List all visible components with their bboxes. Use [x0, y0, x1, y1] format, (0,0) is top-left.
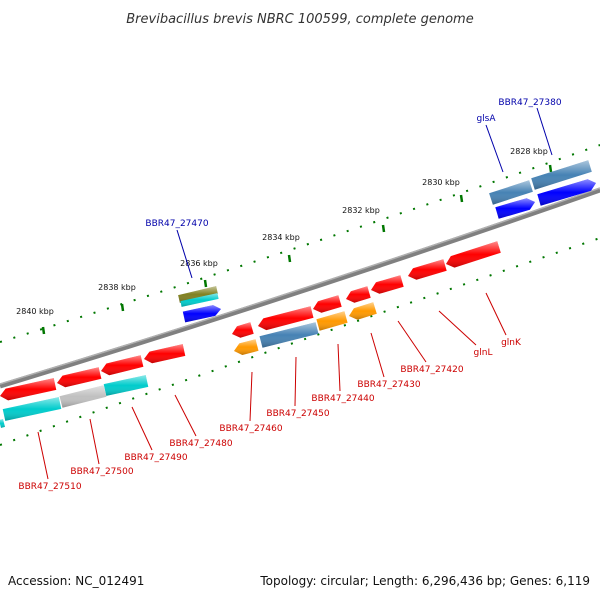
- topology-text: Topology: circular; Length: 6,296,436 bp…: [259, 574, 590, 588]
- gene-glnL: [408, 259, 447, 280]
- major-tick: [287, 254, 292, 263]
- gene-glsA: [489, 180, 533, 205]
- tick-label: 2836 kbp: [180, 259, 218, 268]
- label-leader-line: [131, 406, 153, 451]
- major-tick: [381, 224, 386, 233]
- gene-label: BBR47_27440: [311, 394, 374, 404]
- gene-steelblue-27450: [259, 322, 319, 348]
- gene-red-27450: [258, 306, 314, 331]
- gene-cyan-27490: [103, 375, 149, 396]
- tick-label: 2838 kbp: [98, 283, 136, 292]
- gene-label: BBR47_27470: [145, 219, 208, 229]
- genes: [0, 160, 596, 428]
- major-tick: [120, 303, 125, 312]
- gene-cyan-27510: [2, 397, 62, 421]
- gene-label: BBR47_27450: [266, 409, 329, 419]
- gene-label: glnL: [474, 348, 493, 358]
- gene-red-27430: [346, 286, 371, 303]
- label-leader-line: [89, 418, 100, 465]
- gene-label: BBR47_27490: [124, 453, 187, 463]
- gene-grey-27500: [59, 385, 107, 408]
- genome-backbone-highlight: [0, 187, 600, 385]
- gene-red-27440: [313, 295, 342, 313]
- gene-orange-27430: [349, 302, 377, 320]
- genome-backbone: [0, 187, 600, 389]
- label-leader-line: [174, 394, 197, 437]
- gene-orange-27460: [234, 339, 259, 355]
- major-tick: [203, 279, 208, 288]
- gene-BBR47_27380: [531, 160, 592, 190]
- gene-red-27480: [144, 344, 186, 364]
- label-leader-line: [397, 320, 427, 363]
- gene-blue-1: [495, 198, 535, 219]
- gene-label: BBR47_27430: [357, 380, 420, 390]
- tick-label: 2832 kbp: [342, 206, 380, 215]
- label-leader-line: [176, 229, 193, 279]
- accession-text: Accession: NC_012491: [8, 574, 144, 588]
- gene-label: BBR47_27460: [219, 424, 282, 434]
- tick-marks: 2828 kbp 2830 kbp 2832 kbp 2834 kbp 2836 kbp…: [16, 147, 553, 335]
- label-leader-line: [249, 371, 253, 422]
- gene-blue-2: [537, 179, 596, 206]
- major-tick: [548, 164, 553, 173]
- label-leader-line: [485, 124, 504, 173]
- gene-BBR47_27420: [371, 275, 404, 294]
- label-leader-line: [438, 310, 477, 346]
- gene-label: glsA: [476, 114, 496, 124]
- label-leader-line: [37, 431, 49, 480]
- label-leader-line: [536, 107, 553, 156]
- tick-label: 2840 kbp: [16, 307, 54, 316]
- gene-red-27460: [232, 322, 254, 338]
- major-tick: [41, 326, 46, 335]
- gene-label: BBR47_27510: [18, 482, 81, 492]
- gene-label: glnK: [501, 338, 522, 348]
- gene-label: BBR47_27500: [70, 467, 133, 477]
- map-title: Brevibacillus brevis NBRC 100599, comple…: [126, 12, 473, 27]
- gene-BBR47_27470-a: [178, 286, 218, 303]
- gene-red-27510: [0, 378, 57, 401]
- gene-label: BBR47_27480: [169, 439, 232, 449]
- gene-red-27490: [101, 355, 144, 376]
- gene-red-27500: [57, 367, 102, 388]
- gene-cyan-edge: [0, 419, 5, 428]
- label-leader-line: [370, 332, 385, 378]
- gene-BBR47_27470-c: [182, 305, 221, 323]
- gene-label: BBR47_27380: [498, 98, 561, 108]
- major-tick: [459, 194, 464, 203]
- label-leader-line: [294, 356, 297, 407]
- gene-label: BBR47_27420: [400, 365, 463, 375]
- tick-label: 2830 kbp: [422, 178, 460, 187]
- tick-label: 2834 kbp: [262, 233, 300, 242]
- label-leader-line: [485, 292, 507, 336]
- tick-label: 2828 kbp: [510, 147, 548, 156]
- gene-glnK: [446, 241, 501, 268]
- gene-BBR47_27470-b: [180, 293, 219, 307]
- label-leader-line: [337, 343, 341, 392]
- gene-orange-27440: [316, 311, 348, 331]
